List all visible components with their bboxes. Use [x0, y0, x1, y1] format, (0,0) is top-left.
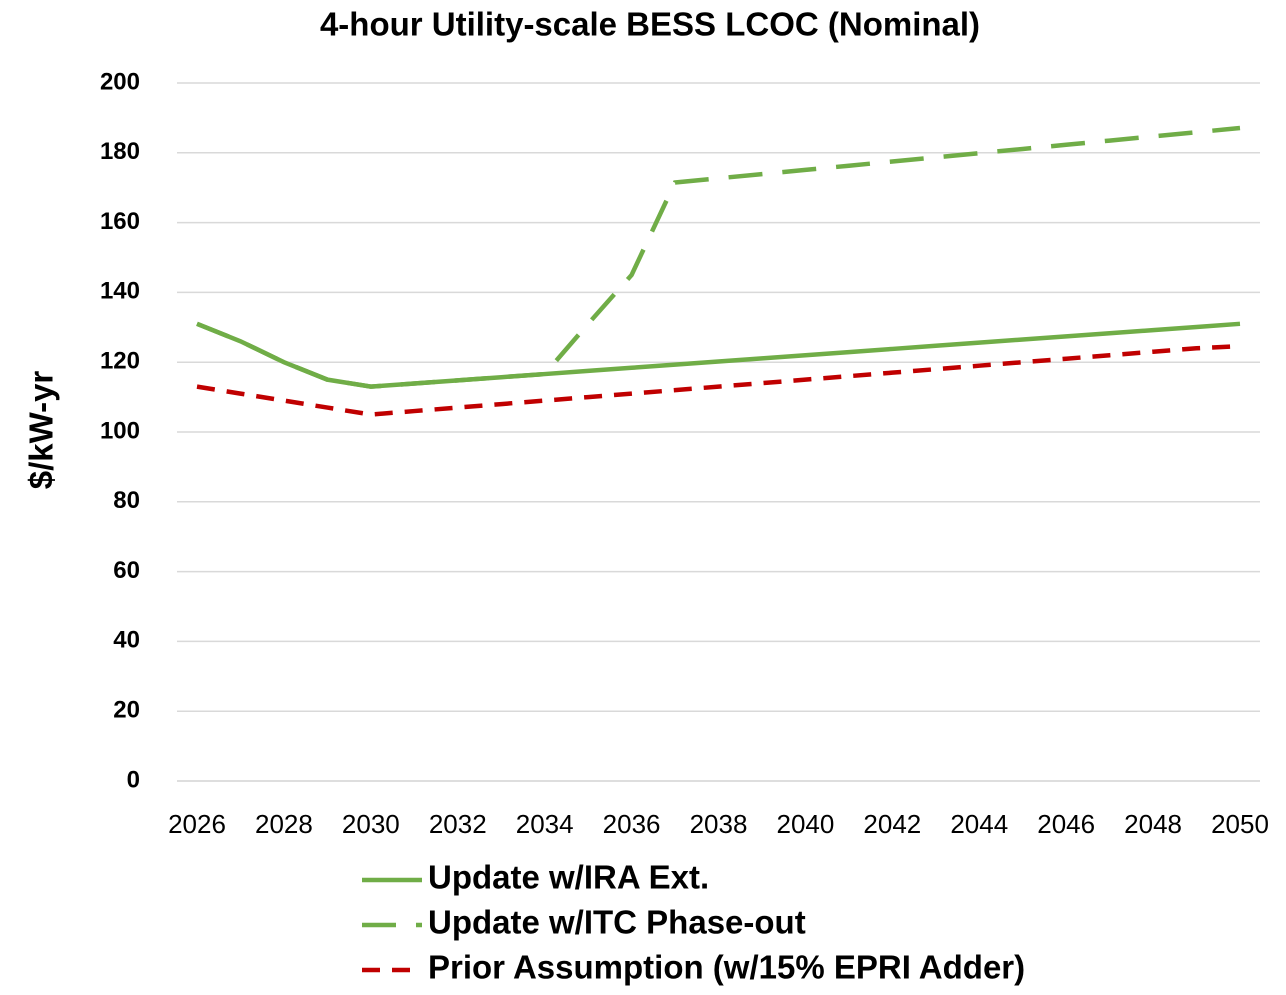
legend-label: Update w/ITC Phase-out [428, 904, 806, 941]
x-tick-label: 2044 [950, 809, 1008, 839]
y-tick-label: 40 [113, 627, 140, 654]
chart-title: 4-hour Utility-scale BESS LCOC (Nominal) [320, 6, 980, 43]
x-tick-label: 2048 [1124, 809, 1182, 839]
x-tick-label: 2032 [429, 809, 487, 839]
y-axis-label: $/kW-yr [23, 371, 60, 490]
x-tick-label: 2034 [516, 809, 574, 839]
x-tick-label: 2030 [342, 809, 400, 839]
line-series [196, 321, 1241, 389]
y-tick-label: 120 [100, 348, 140, 375]
x-tick-label: 2026 [168, 809, 226, 839]
y-tick-label: 60 [113, 557, 140, 584]
x-tick-label: 2028 [255, 809, 313, 839]
x-tick-label: 2050 [1211, 809, 1269, 839]
x-tick-label: 2046 [1037, 809, 1095, 839]
legend-label: Update w/IRA Ext. [428, 859, 709, 896]
y-tick-label: 180 [100, 138, 140, 165]
x-tick-label: 2038 [690, 809, 748, 839]
y-tick-label: 100 [100, 417, 140, 444]
y-tick-label: 80 [113, 487, 140, 514]
y-tick-label: 20 [113, 697, 140, 724]
line-series [196, 343, 1241, 417]
line-series [196, 125, 1241, 389]
x-tick-label: 2036 [603, 809, 661, 839]
y-tick-label: 200 [100, 68, 140, 95]
y-tick-label: 160 [100, 208, 140, 235]
y-tick-label: 0 [127, 766, 140, 793]
x-tick-label: 2042 [863, 809, 921, 839]
x-tick-label: 2040 [776, 809, 834, 839]
legend-label: Prior Assumption (w/15% EPRI Adder) [428, 949, 1025, 986]
y-tick-label: 140 [100, 278, 140, 305]
